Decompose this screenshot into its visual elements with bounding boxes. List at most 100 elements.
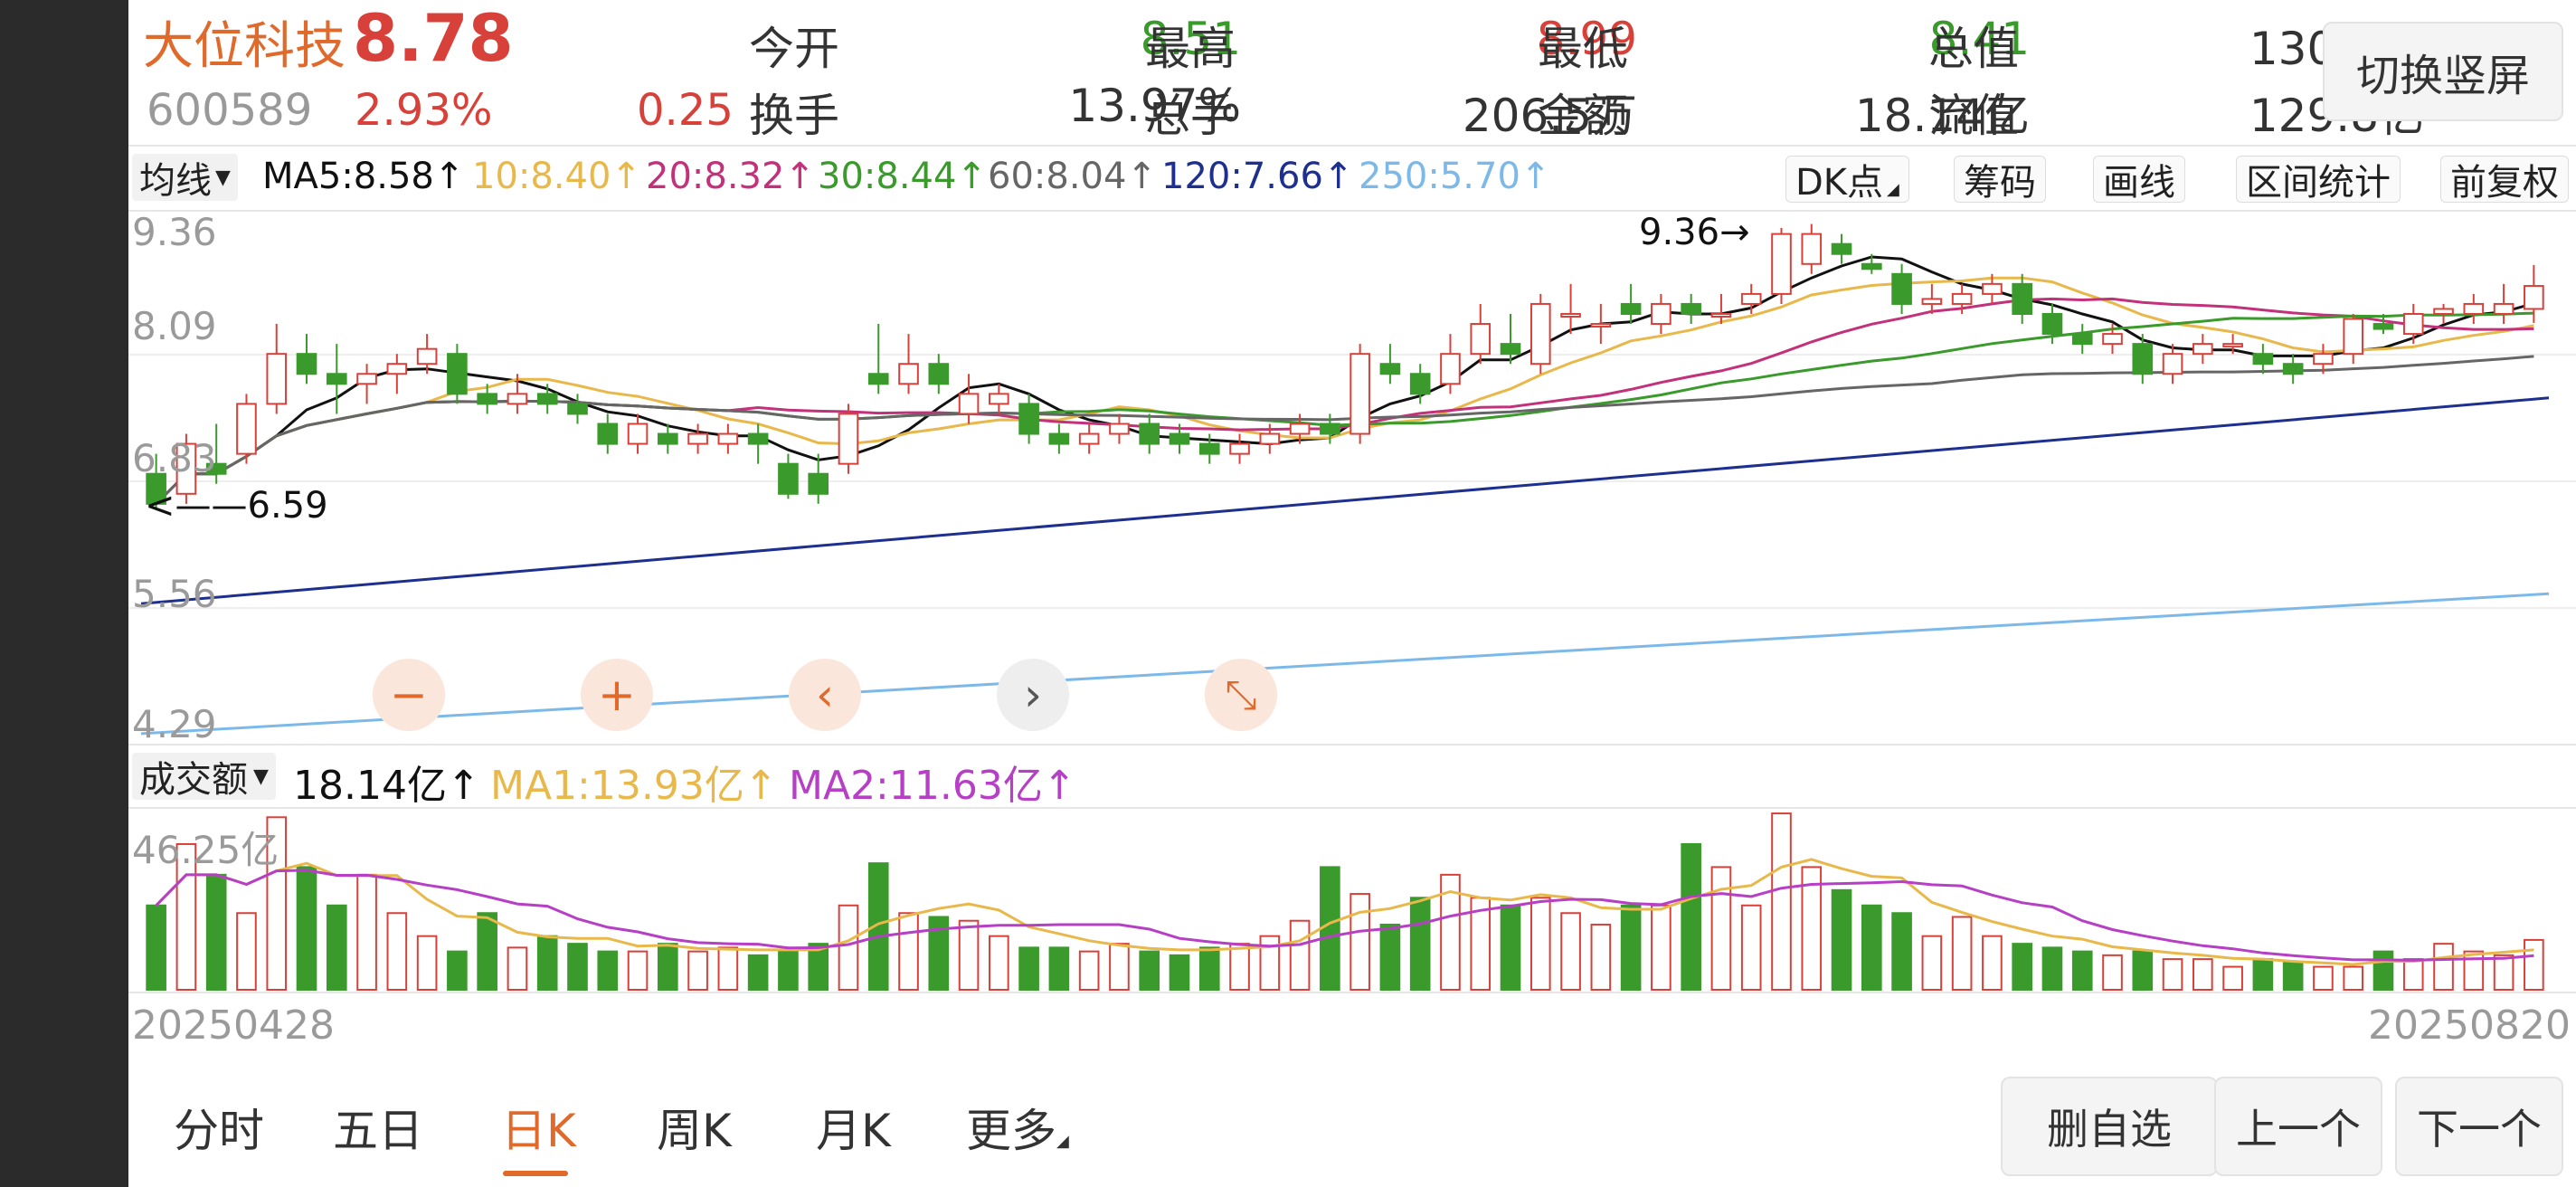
volume-bar-down	[2252, 958, 2274, 991]
volume-bar-down	[1891, 912, 1912, 991]
turnover-label: 换手	[749, 90, 839, 142]
volume-bar-up	[1530, 897, 1551, 991]
volume-bar-down	[2282, 962, 2304, 991]
stock-price: 8.78	[353, 0, 514, 76]
high-value: 8.99	[1536, 13, 1637, 65]
volume-bar-down	[1681, 842, 1701, 992]
tab-intraday[interactable]: 分时	[174, 1105, 264, 1157]
volume-bar-down	[1198, 946, 1220, 992]
kline-chart[interactable]	[128, 210, 2576, 744]
candle-up	[2162, 353, 2183, 375]
tab-five-day[interactable]: 五日	[333, 1105, 423, 1157]
candle-up	[687, 432, 708, 445]
candle-up	[266, 353, 288, 405]
corner-arrow-icon: ◢	[1056, 1132, 1069, 1151]
volume-chart-top-line	[128, 807, 2576, 809]
volume-ma1: MA1:13.93亿↑	[490, 763, 778, 809]
candle-down	[778, 462, 799, 495]
dk-point-button[interactable]: DK点 ◢	[1785, 156, 1909, 204]
candle-up	[236, 403, 257, 455]
volume-bar-down	[1861, 904, 1882, 991]
corner-arrow-icon: ◢	[1887, 179, 1899, 199]
dk-point-label: DK点	[1795, 162, 1884, 204]
volume-amount: 18.14亿↑	[293, 763, 480, 809]
volume-bar-up	[1590, 923, 1612, 991]
candle-up	[2222, 343, 2243, 348]
volume-bar-down	[477, 912, 497, 991]
pan-right-button[interactable]: ›	[997, 659, 1069, 731]
volume-bar-up	[507, 946, 528, 992]
candle-down	[2252, 353, 2274, 366]
zoom-in-button[interactable]: +	[581, 659, 653, 731]
volume-bar-up	[356, 873, 377, 991]
volume-bar-down	[2071, 950, 2093, 992]
volume-bar-up	[1801, 866, 1823, 991]
open-value: 8.51	[1140, 13, 1241, 65]
candle-up	[1078, 432, 1100, 445]
tab-daily-k[interactable]: 日K	[501, 1105, 576, 1157]
remove-watchlist-button[interactable]: 删自选	[2001, 1077, 2218, 1176]
candle-down	[657, 432, 678, 445]
candle-up	[2524, 285, 2544, 310]
volume-bar-up	[1921, 935, 1943, 992]
volume-bar-up	[989, 935, 1009, 992]
candle-down	[447, 353, 468, 395]
candle-up	[1470, 323, 1492, 356]
price-chart-top-line	[128, 210, 2576, 212]
previous-button[interactable]: 上一个	[2214, 1077, 2382, 1176]
candle-up	[175, 442, 197, 495]
candle-up	[386, 363, 408, 375]
tab-monthly-k[interactable]: 月K	[816, 1105, 891, 1157]
zoom-out-button[interactable]: −	[373, 659, 445, 731]
volume-bar-up	[1289, 919, 1311, 991]
volume-bar-down	[2041, 946, 2063, 992]
volume-bar-down	[1409, 897, 1431, 991]
volume-bar-up	[1259, 935, 1281, 992]
volume-bar-down	[2012, 943, 2033, 992]
volume-ma2: MA2:11.63亿↑	[789, 763, 1076, 809]
candle-down	[2012, 282, 2033, 315]
candle-up	[717, 432, 739, 445]
candle-up	[1259, 432, 1281, 445]
draw-line-button[interactable]: 画线	[2093, 156, 2185, 204]
ma250-line	[140, 592, 2550, 736]
amount-label: 金额	[1538, 90, 1628, 142]
switch-portrait-button[interactable]: 切换竖屏	[2323, 22, 2563, 121]
pan-left-button[interactable]: ‹	[789, 659, 861, 731]
volume-bar-down	[1620, 904, 1642, 991]
tab-more[interactable]: 更多◢	[966, 1095, 1069, 1160]
next-button[interactable]: 下一个	[2395, 1077, 2563, 1176]
change-percent: 2.93%	[355, 85, 493, 136]
volume-indicator-selector[interactable]: 成交额 ▼	[132, 753, 276, 801]
low-label: 最低	[1538, 23, 1628, 75]
amount-value: 18.14亿	[1854, 90, 2030, 142]
tab-weekly-k[interactable]: 周K	[657, 1105, 732, 1157]
forward-adjust-button[interactable]: 前复权	[2440, 156, 2569, 204]
candle-up	[1710, 312, 1732, 318]
ma-selector[interactable]: 均线 ▼	[132, 154, 238, 202]
volume-selector-label: 成交额	[139, 759, 248, 801]
candle-up	[1590, 323, 1612, 328]
candle-up	[1440, 353, 1461, 385]
reset-zoom-button[interactable]: ⤡	[1205, 659, 1277, 731]
volume-bar-down	[657, 943, 678, 992]
candle-up	[1530, 302, 1551, 366]
chevron-down-icon: ▼	[253, 764, 269, 788]
candle-up	[1921, 298, 1943, 305]
candle-up	[898, 363, 919, 385]
volume-bar-up	[2402, 958, 2424, 991]
volume-bar-down	[2372, 950, 2394, 992]
low-value: 8.41	[1928, 13, 2030, 65]
volume-bar-down	[447, 950, 468, 992]
candle-down	[536, 393, 558, 405]
candle-up	[958, 393, 980, 415]
volume-bar-up	[2162, 958, 2183, 991]
range-stats-button[interactable]: 区间统计	[2236, 156, 2401, 204]
candle-up	[1982, 282, 2003, 295]
candle-up	[2102, 333, 2123, 346]
candle-down	[2071, 333, 2093, 346]
volume-bar-down	[1500, 904, 1521, 991]
chip-button[interactable]: 筹码	[1954, 156, 2046, 204]
volume-chart[interactable]	[128, 809, 2576, 993]
candle-down	[2282, 363, 2304, 375]
